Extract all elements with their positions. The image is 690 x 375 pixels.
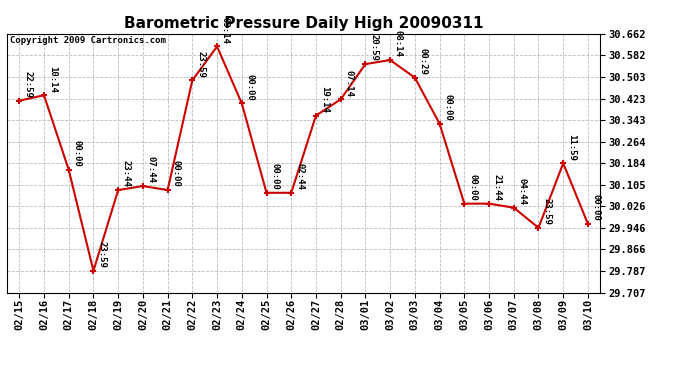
Text: 20:59: 20:59: [369, 34, 378, 62]
Text: 22:59: 22:59: [23, 71, 32, 98]
Text: Copyright 2009 Cartronics.com: Copyright 2009 Cartronics.com: [10, 36, 166, 45]
Text: 19:14: 19:14: [319, 86, 329, 113]
Text: 00:00: 00:00: [270, 163, 279, 190]
Text: 00:00: 00:00: [171, 160, 181, 187]
Text: 00:00: 00:00: [444, 94, 453, 121]
Text: 23:44: 23:44: [122, 160, 131, 187]
Text: 00:29: 00:29: [419, 48, 428, 75]
Text: 02:44: 02:44: [295, 163, 304, 190]
Text: 04:44: 04:44: [518, 178, 526, 205]
Text: 11:59: 11:59: [567, 134, 576, 160]
Text: 00:00: 00:00: [246, 74, 255, 100]
Text: 21:44: 21:44: [493, 174, 502, 201]
Text: 23:59: 23:59: [97, 241, 106, 268]
Text: 09:14: 09:14: [221, 17, 230, 44]
Text: 07:14: 07:14: [344, 70, 353, 96]
Text: 00:00: 00:00: [72, 140, 81, 167]
Text: 23:59: 23:59: [196, 51, 205, 78]
Text: 00:00: 00:00: [468, 174, 477, 201]
Text: 23:59: 23:59: [542, 198, 551, 225]
Text: 07:44: 07:44: [147, 156, 156, 183]
Title: Barometric Pressure Daily High 20090311: Barometric Pressure Daily High 20090311: [124, 16, 484, 31]
Text: 00:00: 00:00: [592, 194, 601, 221]
Text: 08:14: 08:14: [394, 30, 403, 57]
Text: 10:14: 10:14: [48, 66, 57, 93]
